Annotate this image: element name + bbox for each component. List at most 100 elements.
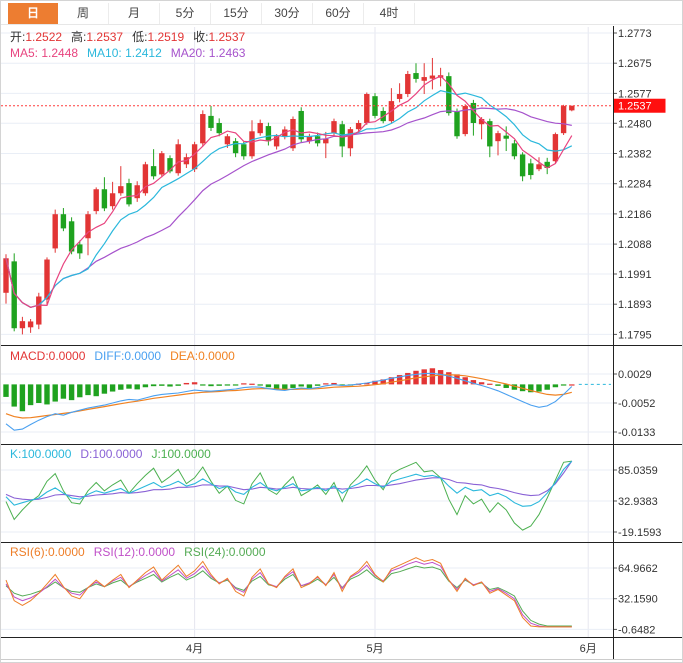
candle-body (487, 121, 493, 147)
y-axis-label: 1.2382 (618, 148, 652, 160)
macd-hist-bar (208, 384, 214, 387)
candle-body (446, 76, 452, 114)
macd-hist-bar (232, 384, 239, 386)
rsi6-line (5, 557, 572, 628)
candle-body (306, 136, 313, 142)
macd-hist-bar (265, 384, 272, 388)
candle-body (27, 321, 34, 328)
macd-hist-bar (60, 384, 67, 399)
candle-body (150, 166, 157, 177)
macd-hist-bar (396, 375, 403, 385)
timeframe-tab[interactable]: 日 (8, 3, 58, 24)
macd-hist-bar (560, 384, 567, 386)
candle-body (331, 121, 337, 134)
candle-body (3, 258, 9, 293)
macd-hist-bar (142, 384, 149, 388)
candle-body (68, 221, 75, 252)
macd-hist-bar (126, 384, 132, 389)
candle-body (454, 110, 460, 137)
candle-body (224, 136, 231, 145)
macd-hist-bar (306, 384, 313, 388)
macd-hist-bar (150, 384, 157, 387)
macd-hist-bar (569, 384, 575, 386)
rsi12-line (5, 560, 572, 628)
macd-hist-bar (93, 384, 99, 397)
macd-hist-bar (454, 374, 460, 385)
candle-body (232, 141, 239, 154)
candle-body (44, 259, 50, 300)
candle-body (134, 185, 140, 199)
kdj-k-line (5, 460, 573, 507)
candle-body (552, 134, 559, 162)
macd-hist-bar (241, 383, 247, 385)
macd-hist-bar (175, 384, 181, 386)
macd-hist-bar (52, 384, 58, 402)
macd-hist-bar (159, 384, 165, 386)
macd-hist-bar (298, 384, 304, 387)
y-axis-label: 1.2675 (618, 58, 652, 70)
candle-body (142, 164, 149, 194)
candle-body (85, 214, 91, 239)
timeframe-tab[interactable]: 周 (58, 3, 109, 24)
y-axis-label: -0.0052 (618, 398, 655, 410)
macd-hist-bar (109, 384, 116, 392)
candle-body (503, 135, 509, 139)
macd-hist-bar (216, 384, 222, 386)
timeframe-tab[interactable]: 30分 (262, 3, 313, 24)
candle-body (495, 133, 501, 142)
candle-body (478, 118, 485, 125)
candle-body (462, 106, 468, 135)
candle-body (413, 73, 419, 79)
diff-line (5, 372, 573, 431)
candle-body (323, 138, 329, 144)
candle-body (167, 158, 173, 172)
timeframe-tab[interactable]: 5分 (160, 3, 211, 24)
y-axis-label: 1.1893 (618, 299, 652, 311)
y-axis-label: 85.0359 (618, 465, 658, 477)
macd-hist-bar (167, 384, 173, 387)
macd-hist-bar (68, 384, 75, 401)
candle-body (191, 144, 198, 170)
y-axis-label: -0.0133 (618, 427, 655, 439)
timeframe-tab[interactable]: 60分 (313, 3, 364, 24)
macd-hist-bar (36, 384, 42, 403)
macd-hist-bar (191, 382, 198, 385)
ma5-line (5, 75, 573, 308)
y-axis-label: 32.9383 (618, 496, 658, 508)
macd-hist-bar (364, 382, 370, 385)
candle-body (364, 94, 370, 123)
macd-hist-bar (27, 384, 34, 406)
macd-hist-bar (101, 384, 108, 394)
macd-hist-bar (552, 384, 559, 388)
macd-hist-bar (44, 384, 50, 405)
candle-body (118, 186, 124, 194)
candle-body (519, 154, 526, 177)
y-axis-label: 32.1590 (618, 594, 658, 606)
macd-hist-bar (11, 384, 17, 407)
candle-body (544, 161, 550, 168)
candle-body (93, 189, 99, 212)
y-axis-label: 1.2186 (618, 209, 652, 221)
dea-line (5, 374, 572, 419)
y-axis-label: -19.1593 (618, 527, 661, 539)
macd-hist-bar (273, 384, 280, 389)
macd-hist-bar (470, 380, 477, 385)
y-axis-label: 1.2284 (618, 179, 652, 191)
macd-hist-bar (478, 382, 485, 385)
timeframe-tab[interactable]: 4时 (364, 3, 415, 24)
macd-hist-bar (446, 372, 452, 385)
candle-body (109, 193, 116, 207)
macd-hist-bar (257, 384, 263, 386)
candle-body (396, 94, 403, 99)
candle-body (560, 106, 567, 134)
candle-body (421, 77, 427, 81)
timeframe-tab[interactable]: 月 (109, 3, 160, 24)
timeframe-tab[interactable]: 15分 (211, 3, 262, 24)
candle-body (528, 163, 534, 176)
candle-body (208, 115, 214, 128)
y-axis-label: 0.0029 (618, 369, 652, 381)
macd-hist-bar (323, 383, 329, 385)
macd-hist-bar (511, 384, 518, 390)
